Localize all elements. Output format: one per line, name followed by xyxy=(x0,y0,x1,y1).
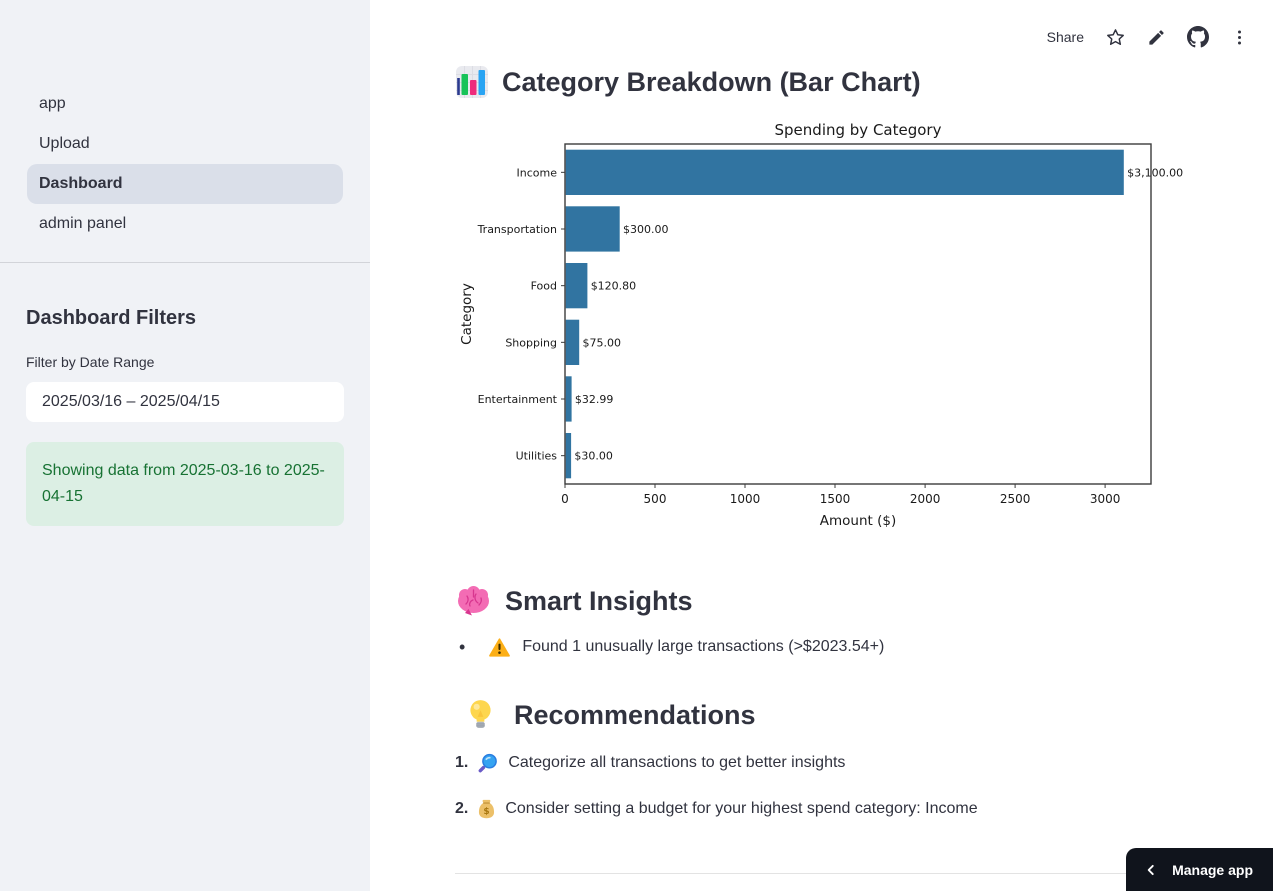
svg-text:1000: 1000 xyxy=(730,492,761,506)
success-message: Showing data from 2025-03-16 to 2025-04-… xyxy=(26,442,344,526)
filters-title: Dashboard Filters xyxy=(26,307,197,329)
svg-text:Spending by Category: Spending by Category xyxy=(775,121,942,139)
sidebar: app Upload Dashboard admin panel Dashboa… xyxy=(0,0,370,891)
github-icon[interactable] xyxy=(1187,26,1209,48)
overflow-menu-icon[interactable] xyxy=(1230,28,1249,47)
sidebar-item-app[interactable]: app xyxy=(27,84,343,124)
svg-text:2000: 2000 xyxy=(910,492,941,506)
money-bag-icon: $ xyxy=(478,799,495,819)
svg-text:$30.00: $30.00 xyxy=(574,450,613,463)
page-title: Category Breakdown (Bar Chart) xyxy=(502,67,921,97)
recommendation-text: Categorize all transactions to get bette… xyxy=(508,754,846,771)
sidebar-item-dashboard[interactable]: Dashboard xyxy=(27,164,343,204)
svg-text:$75.00: $75.00 xyxy=(583,336,622,349)
section-title-category-breakdown: Category Breakdown (Bar Chart) xyxy=(455,62,1273,102)
bar-chart-emoji xyxy=(455,65,489,99)
svg-text:$300.00: $300.00 xyxy=(623,223,669,236)
sidebar-item-label: Upload xyxy=(39,135,90,152)
svg-text:Utilities: Utilities xyxy=(516,450,558,463)
svg-text:Amount ($): Amount ($) xyxy=(820,513,896,529)
svg-text:Transportation: Transportation xyxy=(477,223,557,236)
sidebar-item-label: Dashboard xyxy=(39,175,123,192)
svg-text:$32.99: $32.99 xyxy=(575,393,614,406)
svg-text:Food: Food xyxy=(531,280,557,293)
light-bulb-emoji xyxy=(468,698,493,732)
date-range-input[interactable]: 2025/03/16 – 2025/04/15 xyxy=(26,382,344,422)
content-divider xyxy=(455,873,1140,874)
svg-text:0: 0 xyxy=(561,492,569,506)
svg-text:Income: Income xyxy=(517,166,558,179)
recommendation-item: 2. $ Consider setting a budget for your … xyxy=(455,797,1273,821)
star-icon[interactable] xyxy=(1105,27,1126,48)
manage-app-label: Manage app xyxy=(1172,861,1253,878)
spending-by-category-chart: Spending by Category Income $3,100.00 Trans… xyxy=(455,118,1185,535)
app-toolbar: Share xyxy=(1047,24,1249,50)
recommendation-text: Consider setting a budget for your highe… xyxy=(505,800,978,817)
magnifier-icon xyxy=(478,753,498,773)
svg-text:Entertainment: Entertainment xyxy=(478,393,558,406)
sidebar-nav: app Upload Dashboard admin panel xyxy=(0,84,370,244)
insights-list: Found 1 unusually large transactions (>$… xyxy=(455,635,1273,659)
insight-text: Found 1 unusually large transactions (>$… xyxy=(522,638,885,655)
sidebar-item-admin-panel[interactable]: admin panel xyxy=(27,204,343,244)
insight-item: Found 1 unusually large transactions (>$… xyxy=(455,635,1273,659)
date-range-label: Filter by Date Range xyxy=(26,354,155,370)
recommendation-item: 1. Categorize all transactions to get be… xyxy=(455,751,1273,775)
edit-icon[interactable] xyxy=(1147,28,1166,47)
svg-text:500: 500 xyxy=(644,492,667,506)
chevron-left-icon xyxy=(1144,863,1158,877)
share-button[interactable]: Share xyxy=(1046,29,1084,45)
dashboard-filters-section: Dashboard Filters Filter by Date Range 2… xyxy=(0,307,370,526)
date-range-value: 2025/03/16 – 2025/04/15 xyxy=(42,393,220,410)
svg-text:3000: 3000 xyxy=(1090,492,1121,506)
brain-emoji xyxy=(455,585,492,618)
svg-text:2500: 2500 xyxy=(1000,492,1031,506)
svg-text:$3,100.00: $3,100.00 xyxy=(1127,166,1183,179)
list-number: 1. xyxy=(455,754,469,771)
section-title-recommendations: Recommendations xyxy=(455,695,1273,735)
insights-title: Smart Insights xyxy=(505,586,693,616)
warning-icon xyxy=(489,637,511,657)
main-content: Category Breakdown (Bar Chart) Spending … xyxy=(370,0,1273,874)
section-title-smart-insights: Smart Insights xyxy=(455,581,1273,621)
sidebar-item-label: admin panel xyxy=(39,215,127,232)
recommendations-list: 1. Categorize all transactions to get be… xyxy=(455,751,1273,821)
svg-text:1500: 1500 xyxy=(820,492,851,506)
recommendations-title: Recommendations xyxy=(514,700,756,730)
sidebar-divider xyxy=(0,262,370,263)
sidebar-item-upload[interactable]: Upload xyxy=(27,124,343,164)
svg-text:$120.80: $120.80 xyxy=(591,280,637,293)
svg-text:Shopping: Shopping xyxy=(505,336,557,349)
list-number: 2. xyxy=(455,800,469,817)
sidebar-item-label: app xyxy=(39,95,66,112)
svg-text:Category: Category xyxy=(459,283,475,345)
manage-app-button[interactable]: Manage app xyxy=(1126,848,1273,891)
svg-text:$: $ xyxy=(484,807,490,817)
